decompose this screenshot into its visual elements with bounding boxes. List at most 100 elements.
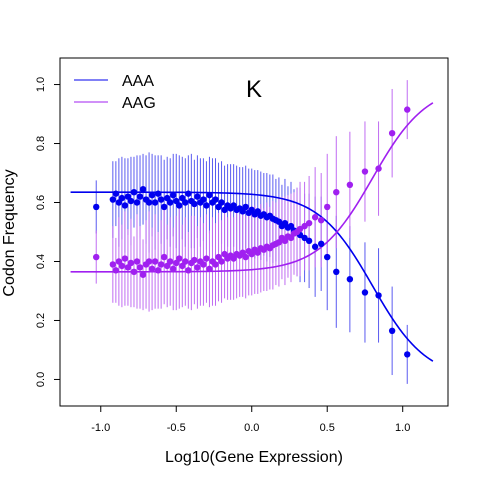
y-tick-label: 0.0: [35, 372, 47, 387]
aag-point: [148, 265, 156, 273]
aaa-point: [324, 253, 331, 261]
aag-point: [296, 225, 304, 233]
aaa-point: [127, 197, 135, 205]
aag-point: [160, 253, 168, 261]
aaa-point: [388, 327, 396, 334]
aag-point: [145, 258, 153, 265]
aaa-point: [317, 240, 325, 247]
aag-point: [109, 261, 117, 268]
aaa-point: [118, 194, 126, 202]
x-tick-label: 0.0: [244, 422, 259, 434]
aag-point: [324, 203, 331, 211]
y-tick-label: 0.4: [35, 254, 47, 269]
aaa-point: [200, 196, 207, 203]
aag-point: [154, 267, 162, 274]
aag-point: [212, 261, 219, 268]
aag-point: [121, 255, 129, 262]
aag-point: [305, 219, 313, 227]
aag-point: [242, 253, 249, 261]
x-tick-label: 1.0: [395, 422, 410, 434]
aaa-point: [121, 202, 129, 209]
aaa-point: [139, 186, 147, 193]
aag-point: [206, 265, 213, 273]
aag-point: [200, 261, 207, 268]
aaa-point: [93, 203, 100, 211]
aaa-point: [151, 199, 159, 206]
aaa-point: [130, 188, 138, 196]
aag-point: [130, 268, 138, 276]
aaa-point: [145, 199, 153, 206]
aag-point: [127, 259, 135, 267]
aaa-point: [242, 203, 249, 211]
y-tick-label: 0.6: [35, 195, 47, 210]
aag-point: [333, 188, 340, 196]
aaa-point: [301, 234, 308, 242]
aaa-point: [203, 202, 210, 209]
aaa-point: [157, 196, 165, 203]
aag-point: [112, 267, 120, 274]
aaa-point: [206, 191, 213, 199]
aag-point: [346, 181, 354, 189]
aag-point: [185, 267, 192, 274]
panel-annotation: K: [246, 76, 262, 103]
x-tick-label: -1.0: [91, 422, 110, 434]
aaa-point: [170, 191, 177, 199]
aag-point: [218, 258, 225, 265]
aaa-point: [185, 190, 192, 197]
aag-legend-label: AAG: [122, 95, 156, 112]
legend: AAA AAG: [74, 73, 156, 112]
aaa-point: [346, 275, 354, 283]
aag-point: [151, 258, 159, 265]
aaa-point: [311, 243, 319, 250]
aaa-point: [167, 199, 174, 206]
point-layer: [93, 106, 411, 358]
aaa-point: [333, 268, 340, 276]
aag-point: [167, 258, 174, 265]
aaa-point: [133, 199, 141, 206]
y-axis: 0.0 0.2 0.4 0.6 0.8 1.0: [35, 77, 60, 387]
aaa-point: [375, 292, 382, 299]
aaa-point: [194, 193, 201, 200]
aaa-legend-label: AAA: [122, 73, 154, 90]
aaa-point: [305, 237, 313, 245]
aaa-point: [361, 289, 369, 296]
aag-point: [176, 255, 183, 262]
y-tick-label: 1.0: [35, 77, 47, 92]
y-axis-title: Codon Frequency: [1, 169, 18, 296]
aag-point: [139, 271, 147, 278]
aaa-point: [160, 203, 168, 211]
aaa-point: [212, 196, 219, 203]
aag-point: [191, 256, 198, 264]
aaa-point: [112, 190, 120, 197]
aaa-point: [136, 193, 144, 200]
aaa-point: [191, 200, 198, 208]
aag-point: [203, 255, 210, 262]
aaa-point: [182, 199, 189, 206]
aag-point: [133, 258, 141, 265]
x-tick-label: 0.5: [320, 422, 335, 434]
y-tick-label: 0.2: [35, 313, 47, 328]
y-tick-label: 0.8: [35, 136, 47, 151]
aaa-point: [154, 190, 162, 197]
aag-point: [194, 264, 201, 271]
aag-point: [182, 258, 189, 265]
aag-point: [404, 106, 411, 113]
aag-point: [93, 253, 100, 261]
aag-point: [311, 214, 319, 221]
aag-point: [136, 264, 144, 271]
aaa-point: [148, 191, 156, 199]
aag-point: [170, 265, 177, 273]
x-tick-label: -0.5: [167, 422, 186, 434]
aag-point: [375, 165, 382, 172]
aaa-point: [109, 196, 117, 203]
aaa-point: [404, 351, 411, 358]
aaa-point: [176, 202, 183, 209]
x-axis-title: Log10(Gene Expression): [165, 449, 343, 466]
plot-frame: [59, 57, 449, 407]
aag-point: [301, 222, 308, 230]
aag-point: [157, 261, 165, 268]
aag-point: [317, 217, 325, 224]
aag-point: [118, 262, 126, 270]
aaa-point: [218, 199, 225, 206]
